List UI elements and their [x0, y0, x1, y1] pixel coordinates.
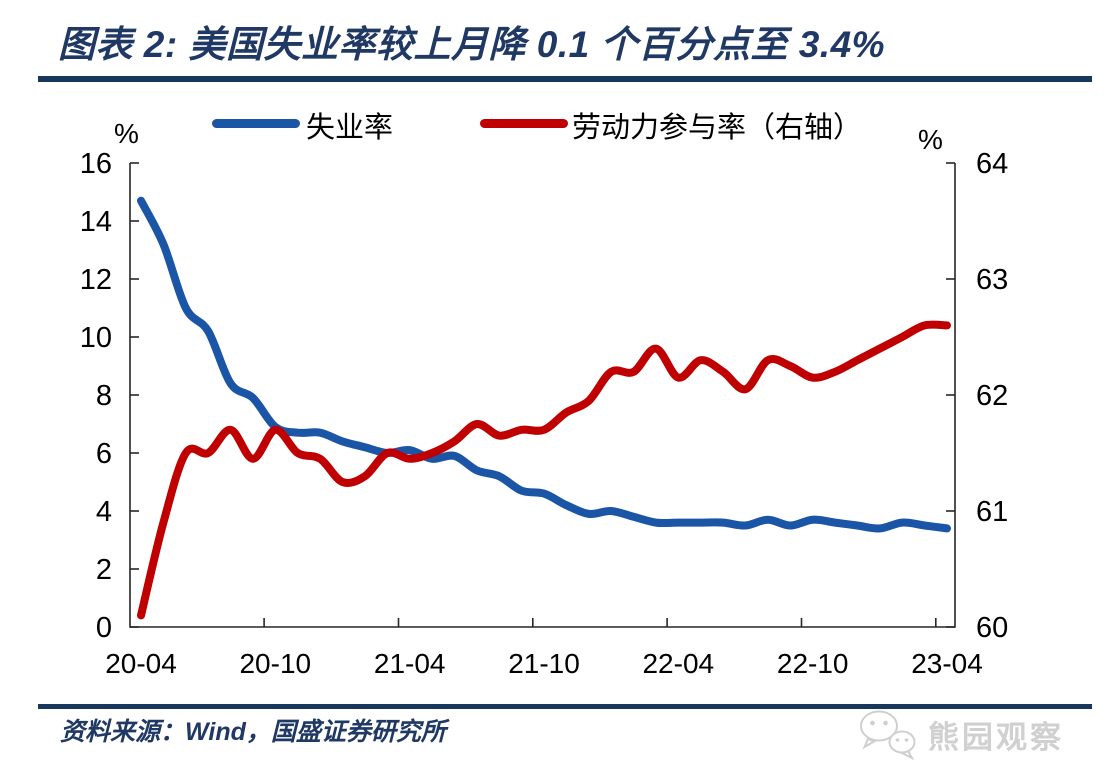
page-title: 图表 2: 美国失业率较上月降 0.1 个百分点至 3.4% — [58, 24, 886, 65]
wechat-icon — [860, 710, 916, 760]
left-axis-tick-label: 6 — [96, 438, 112, 470]
right-axis-unit-label: % — [918, 124, 943, 155]
right-axis-tick-label: 63 — [976, 264, 1008, 296]
right-axis-tick-label: 62 — [976, 380, 1008, 412]
watermark: 熊园观察 — [856, 708, 1064, 760]
legend-swatch-participation — [480, 119, 568, 128]
x-axis-tick-label: 23-04 — [911, 648, 983, 679]
series-line-unemployment — [137, 196, 951, 533]
series-line-participation — [137, 320, 951, 620]
left-axis-tick-label: 14 — [80, 206, 112, 238]
left-axis-tick-label: 8 — [96, 380, 112, 412]
left-axis-tick-label: 16 — [80, 148, 112, 180]
right-axis-tick-label: 60 — [976, 612, 1008, 644]
x-axis-tick-label: 21-10 — [508, 648, 580, 679]
legend-label-participation: 劳动力参与率（右轴） — [572, 112, 863, 144]
x-axis-tick-label: 21-04 — [374, 648, 446, 679]
right-axis-tick-label: 61 — [976, 496, 1008, 528]
left-axis-tick-label: 12 — [80, 264, 112, 296]
left-axis-tick-label: 2 — [96, 554, 112, 586]
x-axis-tick-label: 22-10 — [777, 648, 849, 679]
source-note: 资料来源：Wind，国盛证券研究所 — [60, 718, 446, 746]
right-axis-tick-label: 64 — [976, 148, 1008, 180]
x-axis-tick-label: 20-04 — [105, 648, 177, 679]
legend-label-unemployment: 失业率 — [306, 112, 394, 144]
title-divider — [38, 76, 1092, 82]
footer-divider — [38, 704, 1092, 709]
left-axis-tick-label: 4 — [96, 496, 112, 528]
left-axis-tick-label: 0 — [96, 612, 112, 644]
x-axis-tick-label: 20-10 — [239, 648, 311, 679]
left-axis-unit-label: % — [114, 118, 139, 149]
legend-swatch-unemployment — [212, 119, 300, 128]
left-axis-tick-label: 10 — [80, 322, 112, 354]
watermark-text: 熊园观察 — [928, 719, 1064, 755]
x-axis-tick-label: 22-04 — [642, 648, 714, 679]
